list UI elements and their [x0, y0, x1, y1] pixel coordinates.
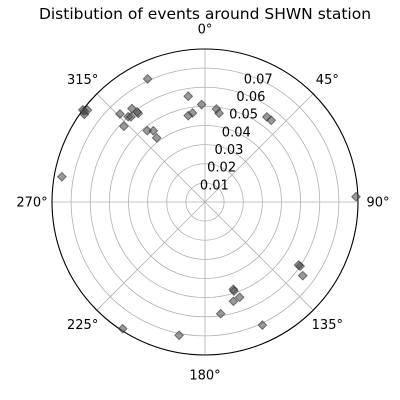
data-point-marker — [297, 270, 308, 281]
data-point-marker — [196, 99, 207, 110]
r-tick-label: 0.07 — [244, 72, 273, 87]
r-tick-label: 0.01 — [200, 178, 229, 193]
r-tick-labels: 0.01 0.02 0.03 0.04 0.05 0.06 0.07 — [200, 72, 273, 193]
data-point-marker — [214, 108, 224, 119]
data-point-marker — [82, 105, 93, 116]
theta-tick-label: 0° — [198, 23, 213, 38]
r-gridline — [108, 105, 302, 299]
polar-outer-circle — [51, 48, 359, 356]
data-point-marker — [56, 171, 67, 182]
data-points — [56, 73, 361, 341]
polar-frame — [51, 48, 359, 356]
r-tick-label: 0.05 — [229, 108, 258, 123]
data-point-marker — [215, 308, 226, 319]
r-gridline — [70, 67, 340, 337]
theta-tick-labels: 0° 45° 90° 135° 180° 225° 270° 315° — [16, 23, 389, 384]
data-point-marker — [118, 121, 129, 132]
data-point-marker — [351, 191, 361, 202]
data-point-marker — [229, 286, 239, 297]
theta-tick-label: 180° — [189, 369, 220, 384]
theta-tick-label: 135° — [312, 318, 343, 333]
r-tick-label: 0.06 — [236, 90, 265, 105]
r-gridline — [147, 144, 263, 260]
r-gridline — [89, 86, 321, 318]
theta-tick-label: 45° — [316, 73, 339, 88]
data-point-marker — [115, 109, 125, 119]
theta-tick-label: 315° — [67, 73, 98, 88]
theta-tick-label: 270° — [16, 196, 47, 211]
data-point-marker — [151, 132, 162, 143]
data-point-marker — [228, 296, 239, 307]
r-tick-label: 0.03 — [214, 143, 243, 158]
data-point-marker — [148, 125, 159, 136]
data-point-marker — [183, 110, 194, 121]
data-point-marker — [293, 260, 304, 271]
data-point-marker — [127, 103, 137, 114]
r-gridline — [185, 182, 225, 222]
data-point-marker — [234, 292, 245, 303]
polar-grid — [52, 49, 358, 355]
data-point-marker — [174, 330, 185, 341]
r-gridline — [128, 125, 282, 279]
r-tick-label: 0.04 — [222, 125, 251, 140]
data-point-marker — [266, 115, 277, 126]
theta-tick-label: 225° — [67, 318, 98, 333]
data-point-marker — [142, 73, 153, 84]
theta-tick-label: 90° — [366, 196, 389, 211]
data-point-marker — [117, 323, 128, 334]
data-point-marker — [126, 111, 136, 122]
chart-title: Distibution of events around SHWN statio… — [39, 5, 371, 23]
data-point-marker — [132, 106, 143, 117]
r-tick-label: 0.02 — [207, 161, 236, 176]
r-gridline — [166, 163, 244, 241]
data-point-marker — [257, 320, 268, 331]
data-point-marker — [183, 91, 194, 102]
